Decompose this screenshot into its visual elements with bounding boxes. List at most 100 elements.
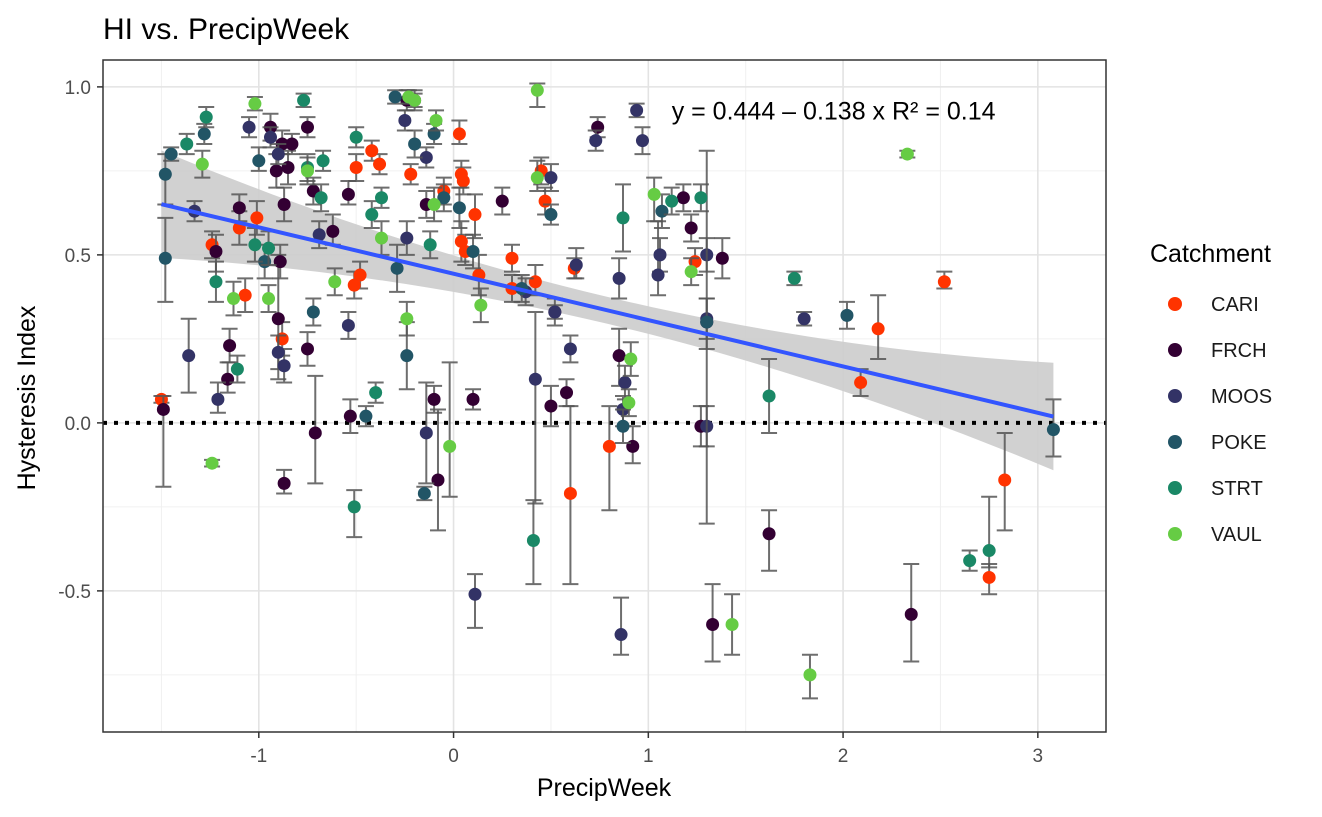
data-point-strt	[209, 275, 223, 289]
data-point-frch	[715, 251, 729, 265]
data-point-frch	[326, 224, 340, 238]
data-point-cari	[250, 211, 264, 225]
legend-item-cari: CARI	[1168, 294, 1259, 316]
data-point-moos	[612, 271, 626, 285]
data-point-frch	[209, 245, 223, 259]
data-point-strt	[199, 110, 213, 124]
data-point-poke	[437, 191, 451, 205]
data-point-moos	[400, 231, 414, 245]
data-point-strt	[248, 238, 262, 252]
data-point-strt	[180, 137, 194, 151]
data-point-moos	[651, 268, 665, 282]
data-point-poke	[452, 201, 466, 215]
data-point-poke	[158, 251, 172, 265]
legend-item-vaul: VAUL	[1168, 524, 1262, 546]
data-point-moos	[589, 134, 603, 148]
data-point-strt	[347, 500, 361, 514]
data-point-moos	[468, 587, 482, 601]
data-point-moos	[419, 150, 433, 164]
data-point-frch	[706, 617, 720, 631]
y-axis-ticks: -0.5 0.0 0.5 1.0	[58, 78, 103, 603]
data-point-vaul	[900, 147, 914, 161]
data-point-cari	[365, 144, 379, 158]
data-point-frch	[285, 137, 299, 151]
data-point-moos	[797, 312, 811, 326]
data-point-cari	[505, 251, 519, 265]
data-point-moos	[569, 258, 583, 272]
y-tick-label: 1.0	[65, 78, 91, 99]
data-point-vaul	[622, 396, 636, 410]
data-point-strt	[423, 238, 437, 252]
data-point-poke	[544, 208, 558, 222]
data-point-frch	[466, 392, 480, 406]
data-point-vaul	[803, 668, 817, 682]
data-point-frch	[904, 607, 918, 621]
data-point-strt	[375, 191, 389, 205]
data-point-vaul	[408, 93, 422, 107]
data-point-moos	[398, 113, 412, 127]
data-point-frch	[221, 372, 235, 386]
legend: Catchment CARI FRCH MOOS POKE STRT VAUL	[1150, 240, 1272, 546]
y-tick-label: -0.5	[58, 582, 91, 603]
data-point-frch	[277, 476, 291, 490]
data-point-strt	[316, 154, 330, 168]
data-point-moos	[548, 305, 562, 319]
data-point-cari	[353, 268, 367, 282]
data-point-strt	[349, 130, 363, 144]
data-point-frch	[612, 349, 626, 363]
legend-label: CARI	[1211, 294, 1259, 316]
data-point-poke	[840, 308, 854, 322]
panel-border	[102, 59, 1107, 733]
data-point-cari	[528, 275, 542, 289]
data-point-moos	[618, 376, 632, 390]
data-point-poke	[388, 90, 402, 104]
data-point-frch	[495, 194, 509, 208]
data-point-vaul	[474, 298, 488, 312]
data-point-frch	[300, 342, 314, 356]
error-bar	[466, 573, 483, 629]
data-point-frch	[343, 409, 357, 423]
data-point-vaul	[684, 265, 698, 279]
data-point-strt	[369, 386, 383, 400]
data-point-vaul	[647, 187, 661, 201]
data-point-poke	[655, 204, 669, 218]
data-point-frch	[341, 187, 355, 201]
data-point-cari	[871, 322, 885, 336]
data-point-moos	[528, 372, 542, 386]
data-point-vaul	[400, 312, 414, 326]
data-point-frch	[560, 386, 574, 400]
data-point-vaul	[725, 617, 739, 631]
data-point-frch	[277, 197, 291, 211]
legend-item-moos: MOOS	[1168, 386, 1272, 408]
data-point-moos	[614, 628, 628, 642]
data-point-strt	[762, 389, 776, 403]
data-point-cari	[602, 439, 616, 453]
legend-swatch	[1168, 435, 1182, 449]
data-point-cari	[854, 376, 868, 390]
legend-swatch	[1168, 343, 1182, 357]
data-point-cari	[238, 288, 252, 302]
data-point-moos	[312, 228, 326, 242]
data-point-vaul	[375, 231, 389, 245]
data-point-strt	[665, 194, 679, 208]
data-point-vaul	[530, 171, 544, 185]
data-point-moos	[635, 134, 649, 148]
y-tick-label: 0.5	[65, 246, 91, 267]
data-point-frch	[431, 473, 445, 487]
data-point-frch	[684, 221, 698, 235]
regression-equation: y = 0.444 – 0.138 x R² = 0.14	[672, 97, 996, 125]
data-point-moos	[419, 426, 433, 440]
data-point-poke	[417, 486, 431, 500]
data-point-vaul	[205, 456, 219, 470]
legend-label: POKE	[1211, 432, 1267, 454]
data-point-strt	[365, 208, 379, 222]
data-point-strt	[616, 211, 630, 225]
data-point-strt	[694, 191, 708, 205]
data-point-frch	[281, 161, 295, 175]
data-point-moos	[341, 318, 355, 332]
data-point-strt	[230, 362, 244, 376]
data-point-vaul	[226, 292, 240, 306]
plot-content	[103, 82, 1106, 700]
data-point-cari	[373, 157, 387, 171]
data-point-frch	[676, 191, 690, 205]
